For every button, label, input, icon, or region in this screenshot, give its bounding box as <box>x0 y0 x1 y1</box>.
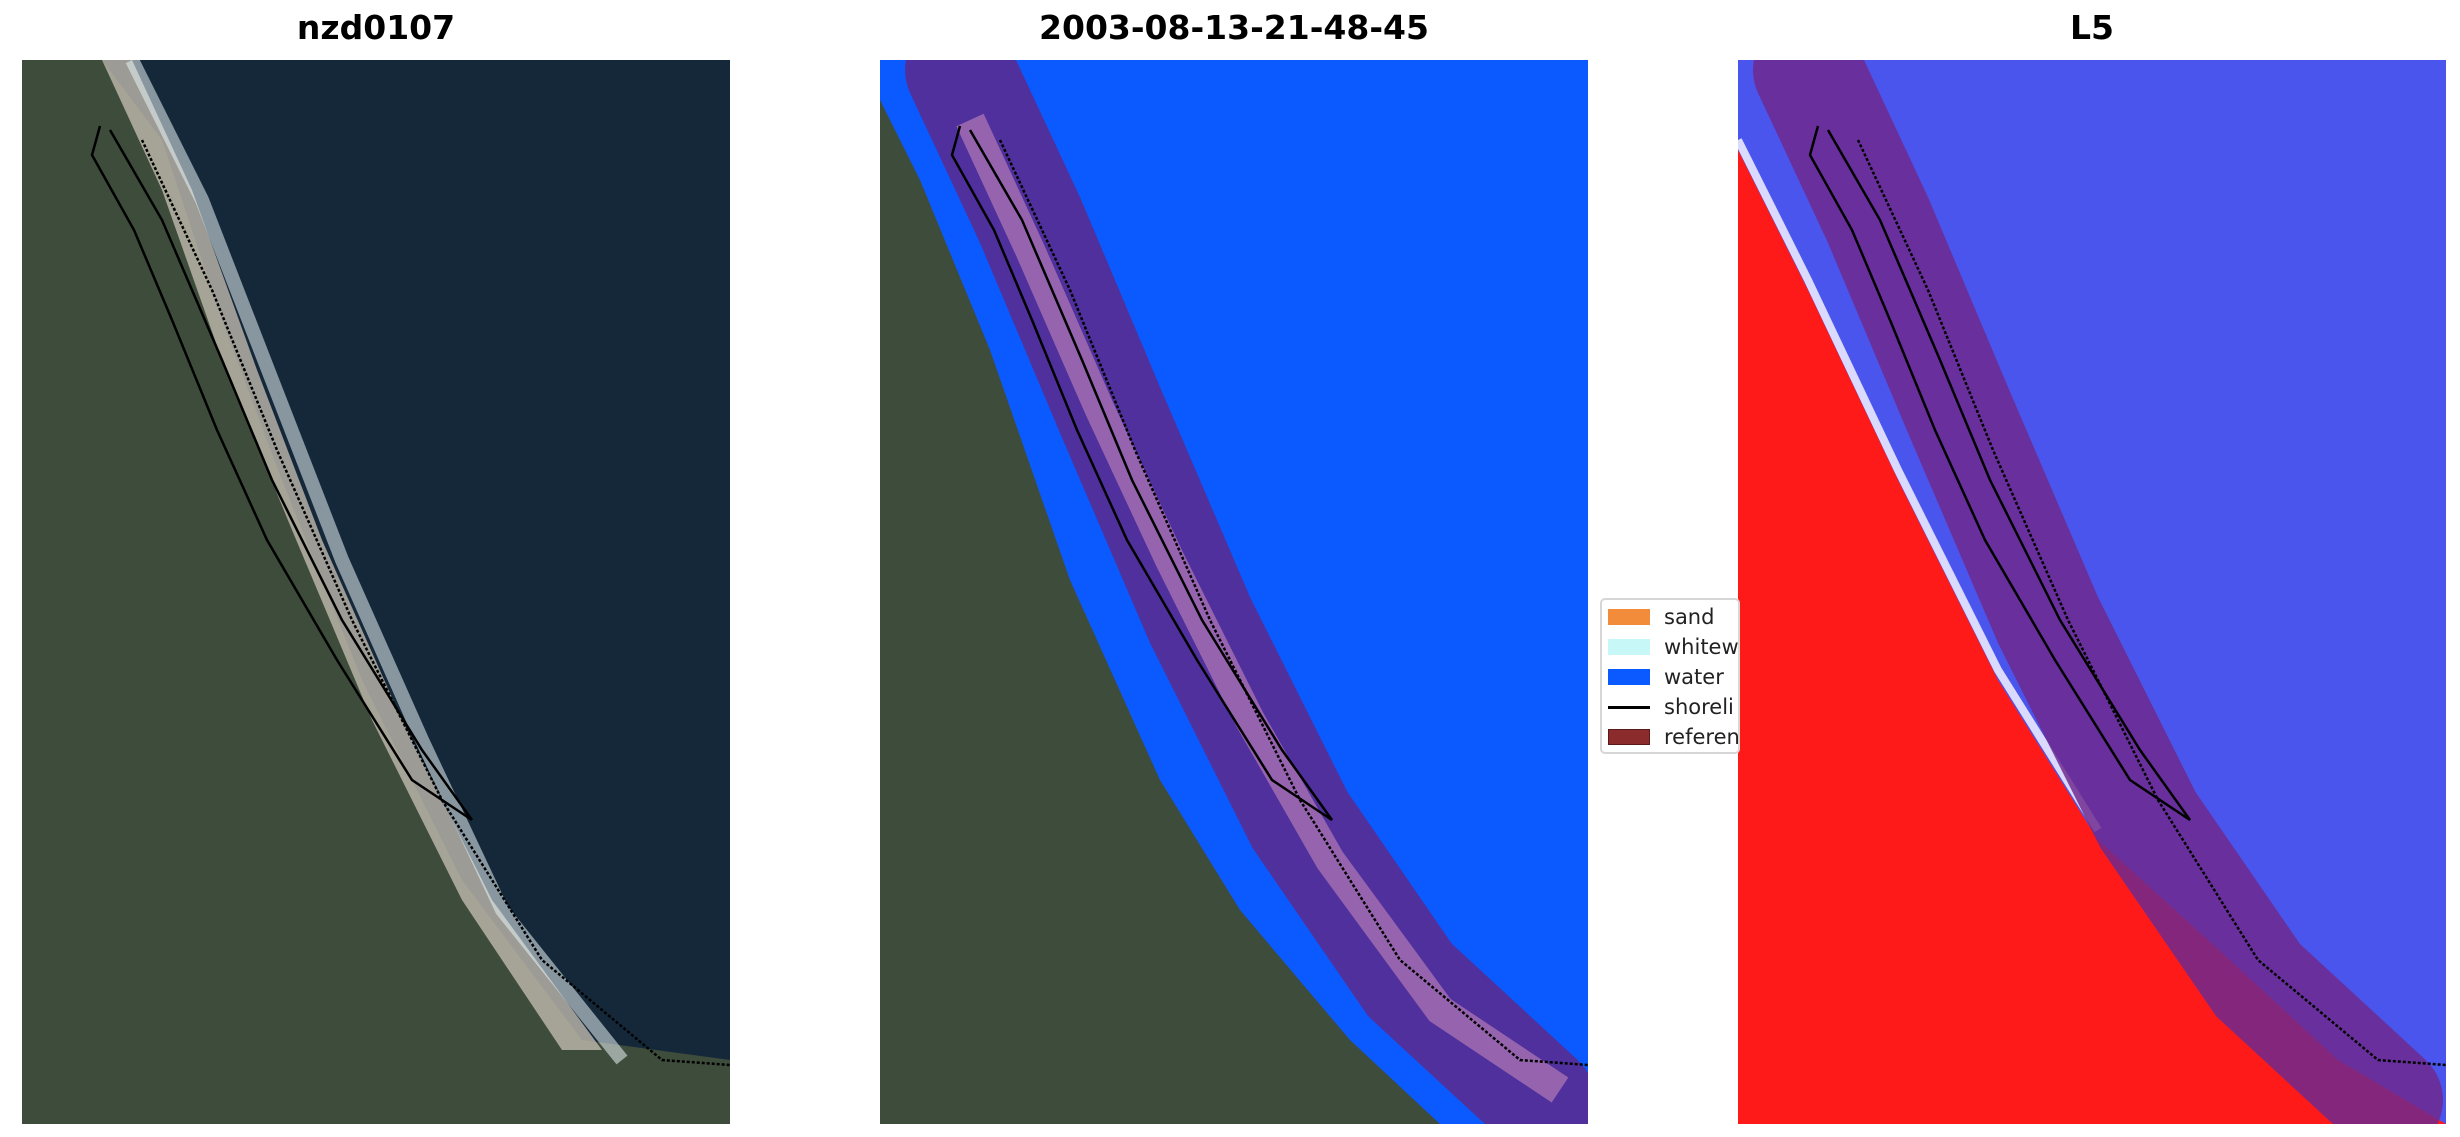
panel-title-left: nzd0107 <box>296 8 456 47</box>
index-edge-band <box>1738 138 2102 833</box>
index-panel <box>1738 60 2446 1124</box>
beach-strip <box>102 60 602 1050</box>
land-area <box>22 60 730 1124</box>
legend-swatch-sand <box>1608 609 1650 625</box>
reference-buffer <box>1753 60 2443 1124</box>
legend: sand whitew water shoreli referen <box>1600 598 1740 754</box>
legend-label: referen <box>1664 725 1740 749</box>
legend-swatch-reference <box>1608 729 1650 745</box>
sand-class-band <box>956 113 1569 1103</box>
legend-label: water <box>1664 665 1724 689</box>
legend-swatch-whitewater <box>1608 639 1650 655</box>
legend-line-shoreline <box>1608 705 1650 709</box>
shoreline-contour <box>950 125 1334 822</box>
legend-item-reference: referen <box>1608 724 1740 750</box>
surf-zone <box>125 60 628 1065</box>
legend-item-sand: sand <box>1608 604 1714 630</box>
satellite-rgb-panel <box>22 60 730 1124</box>
shoreline-contour <box>1808 125 2192 822</box>
index-land-area <box>1738 150 2446 1124</box>
legend-item-shoreline: shoreli <box>1608 694 1734 720</box>
panel-title-right: L5 <box>2070 8 2114 47</box>
legend-item-water: water <box>1608 664 1724 690</box>
land-area <box>880 100 1440 1124</box>
legend-label: sand <box>1664 605 1715 629</box>
legend-item-whitewater: whitew <box>1608 634 1739 660</box>
panel-title-middle: 2003-08-13-21-48-45 <box>1039 8 1429 47</box>
shoreline-contour <box>90 125 474 822</box>
classification-panel <box>880 60 1588 1124</box>
legend-label: whitew <box>1664 635 1739 659</box>
legend-label: shoreli <box>1664 695 1734 719</box>
legend-swatch-water <box>1608 669 1650 685</box>
